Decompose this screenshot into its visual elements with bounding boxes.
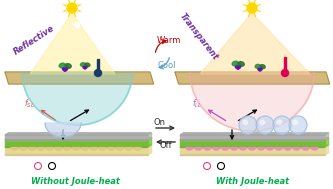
Circle shape <box>65 68 68 70</box>
Polygon shape <box>180 147 325 155</box>
Circle shape <box>40 36 45 41</box>
Circle shape <box>56 26 61 31</box>
Polygon shape <box>148 138 152 147</box>
Circle shape <box>235 66 238 68</box>
Text: Warm: Warm <box>157 36 181 45</box>
Ellipse shape <box>232 61 238 66</box>
Circle shape <box>238 66 240 68</box>
Text: Reflective: Reflective <box>12 24 56 57</box>
Bar <box>97 59 99 73</box>
Text: On: On <box>153 118 165 127</box>
Polygon shape <box>325 145 329 155</box>
Circle shape <box>75 22 80 28</box>
Circle shape <box>84 67 86 69</box>
Circle shape <box>95 70 102 77</box>
Circle shape <box>281 70 288 77</box>
Circle shape <box>239 116 257 134</box>
Circle shape <box>289 116 307 134</box>
Ellipse shape <box>59 63 65 68</box>
Text: $f_{SL}$: $f_{SL}$ <box>24 98 35 111</box>
Circle shape <box>121 50 126 55</box>
Text: Off: Off <box>160 141 172 150</box>
Circle shape <box>28 50 33 55</box>
Circle shape <box>259 69 261 71</box>
Circle shape <box>64 69 66 71</box>
Circle shape <box>63 68 65 70</box>
Polygon shape <box>325 133 329 140</box>
Circle shape <box>67 3 77 13</box>
Circle shape <box>83 66 85 68</box>
Polygon shape <box>325 138 329 147</box>
Circle shape <box>256 116 274 134</box>
Text: Without Joule-heat: Without Joule-heat <box>31 177 120 186</box>
Polygon shape <box>5 147 148 155</box>
Ellipse shape <box>65 64 71 68</box>
Ellipse shape <box>257 66 263 70</box>
Circle shape <box>260 120 264 125</box>
Text: Transparent: Transparent <box>178 12 220 62</box>
Circle shape <box>273 116 291 134</box>
Ellipse shape <box>255 64 260 68</box>
Ellipse shape <box>62 65 68 70</box>
Polygon shape <box>5 135 148 140</box>
Circle shape <box>247 3 257 13</box>
Bar <box>284 57 286 73</box>
Polygon shape <box>180 133 329 135</box>
Polygon shape <box>5 140 148 147</box>
Polygon shape <box>180 138 329 140</box>
Circle shape <box>277 120 281 125</box>
Circle shape <box>260 68 262 70</box>
Circle shape <box>237 67 239 69</box>
Polygon shape <box>175 72 330 84</box>
Circle shape <box>293 120 298 125</box>
Text: $f_{LL}$: $f_{LL}$ <box>192 98 202 111</box>
Polygon shape <box>200 13 310 74</box>
Ellipse shape <box>81 63 85 66</box>
Polygon shape <box>5 145 152 147</box>
Polygon shape <box>180 145 329 147</box>
Text: With Joule-heat: With Joule-heat <box>216 177 290 186</box>
Polygon shape <box>148 133 152 140</box>
Text: Cool: Cool <box>157 61 175 70</box>
Ellipse shape <box>85 63 90 67</box>
Polygon shape <box>5 72 154 84</box>
Ellipse shape <box>238 62 244 66</box>
Ellipse shape <box>260 65 265 69</box>
Polygon shape <box>30 13 115 74</box>
Polygon shape <box>5 133 152 135</box>
Polygon shape <box>180 135 325 140</box>
Circle shape <box>243 120 247 125</box>
Polygon shape <box>45 123 81 137</box>
Ellipse shape <box>235 63 241 67</box>
Polygon shape <box>148 145 152 155</box>
Circle shape <box>93 26 98 31</box>
Circle shape <box>258 68 260 70</box>
Polygon shape <box>5 138 152 140</box>
Circle shape <box>110 36 115 41</box>
Circle shape <box>85 66 87 68</box>
Ellipse shape <box>83 64 88 68</box>
Polygon shape <box>180 140 325 147</box>
